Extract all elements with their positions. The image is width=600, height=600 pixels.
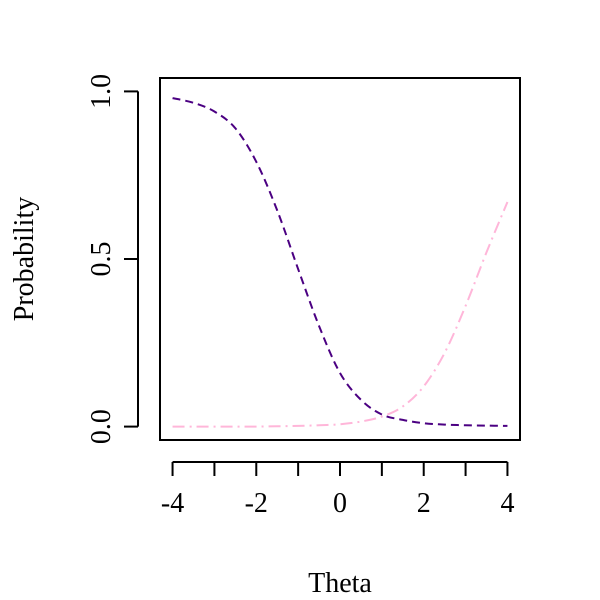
y-axis: 0.0 0.5 1.0 xyxy=(86,74,139,444)
x-tick-label: -4 xyxy=(161,488,184,519)
x-tick-label: 4 xyxy=(500,488,514,519)
y-tick-label: 0.5 xyxy=(86,242,117,277)
series-line-1 xyxy=(172,97,508,427)
x-tick-label: 0 xyxy=(333,488,347,519)
y-tick-label: 1.0 xyxy=(86,74,117,109)
x-axis-label: Theta xyxy=(308,568,372,599)
plot-frame xyxy=(159,77,521,441)
series-layer xyxy=(172,97,509,428)
x-tick-label: -2 xyxy=(245,488,268,519)
y-tick-label: 0.0 xyxy=(86,409,117,444)
x-axis: -4 -2 0 2 4 xyxy=(161,461,514,519)
series-line-2 xyxy=(172,201,509,428)
y-axis-label: Probability xyxy=(9,197,40,321)
x-tick-label: 2 xyxy=(417,488,431,519)
